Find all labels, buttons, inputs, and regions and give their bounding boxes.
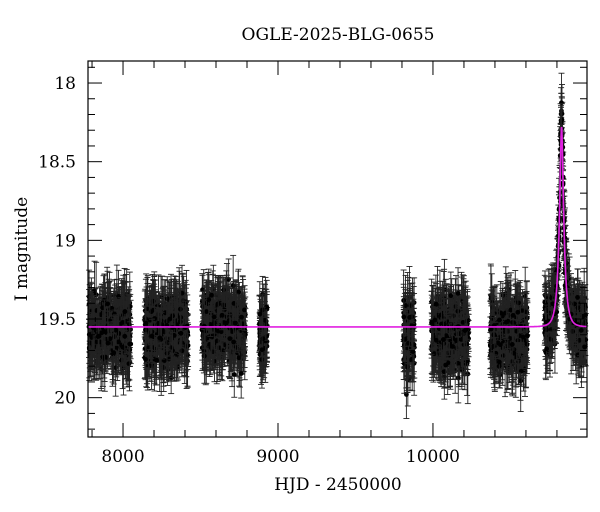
model-curve — [88, 126, 588, 328]
y-tick-label: 19.5 — [38, 310, 76, 330]
y-tick-label: 19 — [54, 231, 76, 251]
chart-title: OGLE-2025-BLG-0655 — [242, 25, 435, 45]
y-tick-label: 18 — [54, 74, 76, 94]
x-tick-labels: 8000 9000 10000 — [101, 447, 460, 467]
x-tick-label: 10000 — [406, 447, 460, 467]
y-tick-labels: 18 18.5 19 19.5 20 — [38, 74, 76, 409]
y-axis-label: I magnitude — [12, 197, 32, 301]
axis-ticks — [88, 61, 587, 437]
x-axis-label: HJD - 2450000 — [274, 475, 402, 495]
x-tick-label: 9000 — [256, 447, 299, 467]
photometry-points — [86, 72, 589, 419]
plot-frame — [87, 60, 588, 438]
y-tick-label: 20 — [54, 389, 76, 409]
y-tick-label: 18.5 — [38, 153, 76, 173]
x-tick-label: 8000 — [101, 447, 144, 467]
